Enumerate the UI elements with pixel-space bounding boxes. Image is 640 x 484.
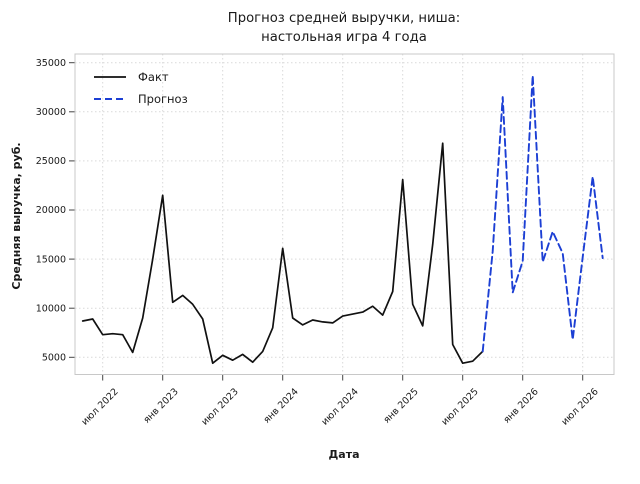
chart-title-line1: Прогноз средней выручки, ниша: [228,11,460,26]
legend: Факт Прогноз [94,70,188,106]
chart-title-line2: настольная игра 4 года [261,30,427,45]
plot-area: 5000 10000 15000 20000 25000 30000 35000 июл 20… [36,53,615,428]
series-line-forecast [481,74,604,353]
x-tick-label: янв 2025 [381,386,420,425]
y-tick-label: 30000 [36,107,66,118]
x-tick-label: июл 2024 [319,386,360,427]
plot-border [74,53,615,375]
y-tick-label: 25000 [36,156,66,167]
y-tick-label: 15000 [36,254,66,265]
x-tick-label: янв 2024 [261,386,300,425]
legend-label-forecast: Прогноз [138,92,188,106]
y-tick-label: 35000 [36,58,66,69]
x-axis-label: Дата [328,448,359,461]
y-tick-label: 10000 [36,303,66,314]
series-line-fact [81,142,484,365]
x-tick-label: июл 2026 [559,386,600,427]
x-tick-label: июл 2025 [439,386,480,427]
x-tick-label: июл 2022 [79,386,120,427]
y-axis-label: Средняя выручка, руб. [10,142,23,289]
y-tick-label: 5000 [42,353,66,364]
x-tick-label: янв 2023 [141,386,180,425]
x-tick-label: янв 2026 [501,386,540,425]
legend-label-fact: Факт [138,70,169,84]
y-tick-label: 20000 [36,205,66,216]
x-tick-label: июл 2023 [199,386,240,427]
